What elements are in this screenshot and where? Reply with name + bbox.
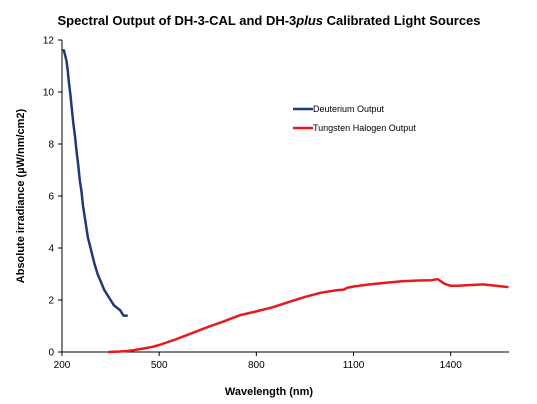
y-tick-label: 8: [48, 140, 54, 151]
x-axis-label: Wavelength (nm): [225, 386, 314, 398]
y-tick-label: 6: [48, 192, 54, 203]
x-tick-label: 1100: [343, 360, 365, 371]
x-tick-label: 800: [248, 360, 265, 371]
y-tick-label: 0: [48, 348, 54, 359]
x-tick-label: 500: [151, 360, 168, 371]
tungsten-halogen-output-line: [107, 277, 509, 354]
y-tick-label: 12: [43, 36, 55, 47]
legend-label-deuterium-output: Deuterium Output: [313, 104, 385, 114]
y-tick-label: 10: [43, 88, 55, 99]
y-tick-label: 4: [48, 244, 54, 255]
legend-label-tungsten-halogen-output: Tungsten Halogen Output: [313, 123, 416, 133]
y-axis-label: Absolute irradiance (µW/nm/cm2): [15, 108, 27, 283]
legend: Deuterium Output Tungsten Halogen Output: [293, 104, 416, 133]
chart-title: Spectral Output of DH-3-CAL and DH-3plus…: [57, 13, 480, 28]
deuterium-output-line: [61, 49, 129, 317]
x-axis-ticks: 200 500 800 1100 1400: [54, 352, 463, 371]
y-tick-label: 2: [48, 296, 54, 307]
x-tick-label: 200: [54, 360, 71, 371]
x-tick-label: 1400: [440, 360, 463, 371]
series-layer: [61, 49, 509, 354]
y-axis-ticks: 0 2 4 6 8 10 12: [43, 36, 62, 359]
